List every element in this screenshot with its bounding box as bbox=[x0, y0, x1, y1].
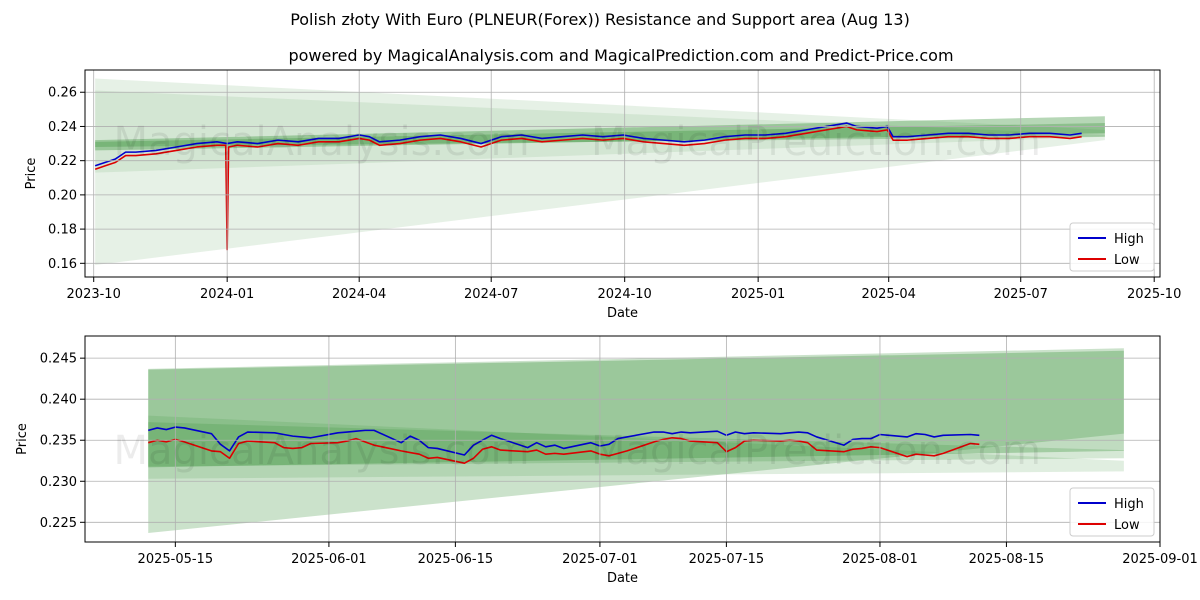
y-tick-label: 0.18 bbox=[48, 223, 77, 238]
x-tick-label: 2024-01 bbox=[200, 287, 254, 302]
series-line-high bbox=[94, 122, 1082, 167]
support-resistance-band bbox=[95, 90, 1105, 173]
watermark-text: MagicalAnalysis.com bbox=[113, 428, 529, 474]
legend-label-high: High bbox=[1114, 232, 1144, 247]
x-axis-label: Date bbox=[607, 306, 638, 321]
legend-label-low: Low bbox=[1114, 253, 1140, 268]
axes-frame bbox=[84, 335, 1161, 543]
watermark-text: MagicalPrediction.com bbox=[591, 119, 1041, 165]
y-tick-label: 0.20 bbox=[48, 188, 77, 203]
legend-box bbox=[1069, 487, 1155, 537]
legend-label-low: Low bbox=[1114, 518, 1140, 533]
x-tick-label: 2025-09-01 bbox=[1122, 552, 1198, 567]
y-tick-label: 0.26 bbox=[48, 86, 77, 101]
plot-area bbox=[94, 78, 1105, 266]
x-tick-label: 2024-04 bbox=[332, 287, 386, 302]
x-tick-label: 2024-07 bbox=[464, 287, 518, 302]
y-tick-label: 0.240 bbox=[40, 393, 77, 408]
legend-label-high: High bbox=[1114, 497, 1144, 512]
y-tick-label: 0.225 bbox=[40, 516, 77, 531]
x-tick-label: 2025-08-01 bbox=[842, 552, 918, 567]
x-tick-label: 2023-10 bbox=[67, 287, 121, 302]
axes-frame bbox=[84, 69, 1161, 278]
legend: High Low bbox=[1069, 222, 1155, 272]
legend: High Low bbox=[1069, 487, 1155, 537]
y-tick-label: 0.245 bbox=[40, 352, 77, 367]
legend-box bbox=[1069, 222, 1155, 272]
x-tick-label: 2024-10 bbox=[598, 287, 652, 302]
x-tick-label: 2025-06-01 bbox=[291, 552, 367, 567]
series-line-high bbox=[148, 426, 980, 456]
top-panel: MagicalAnalysis.com MagicalPrediction.com… bbox=[24, 69, 1181, 321]
y-axis-label: Price bbox=[24, 158, 39, 190]
chart-title: Polish złoty With Euro (PLNEUR(Forex)) R… bbox=[290, 10, 910, 29]
x-tick-label: 2025-08-15 bbox=[969, 552, 1045, 567]
x-tick-label: 2025-10 bbox=[1127, 287, 1181, 302]
bottom-panel: MagicalAnalysis.com MagicalPrediction.com… bbox=[15, 335, 1198, 586]
y-axis-label: Price bbox=[15, 423, 30, 455]
y-tick-label: 0.24 bbox=[48, 120, 77, 135]
y-tick-label: 0.235 bbox=[40, 434, 77, 449]
watermark-text: MagicalPrediction.com bbox=[591, 428, 1041, 474]
y-tick-label: 0.16 bbox=[48, 257, 77, 272]
series-line-low bbox=[148, 436, 980, 465]
y-tick-label: 0.230 bbox=[40, 475, 77, 490]
y-tick-label: 0.22 bbox=[48, 154, 77, 169]
x-tick-label: 2025-04 bbox=[862, 287, 916, 302]
chart-subtitle: powered by MagicalAnalysis.com and Magic… bbox=[288, 46, 953, 65]
x-tick-label: 2025-07-15 bbox=[689, 552, 765, 567]
x-axis-label: Date bbox=[607, 571, 638, 586]
x-tick-label: 2025-07 bbox=[994, 287, 1048, 302]
series-line-low bbox=[94, 125, 1082, 251]
x-tick-label: 2025-05-15 bbox=[138, 552, 214, 567]
x-tick-label: 2025-06-15 bbox=[418, 552, 494, 567]
x-tick-label: 2025-01 bbox=[731, 287, 785, 302]
x-tick-label: 2025-07-01 bbox=[562, 552, 638, 567]
watermark-text: MagicalAnalysis.com bbox=[113, 119, 529, 165]
